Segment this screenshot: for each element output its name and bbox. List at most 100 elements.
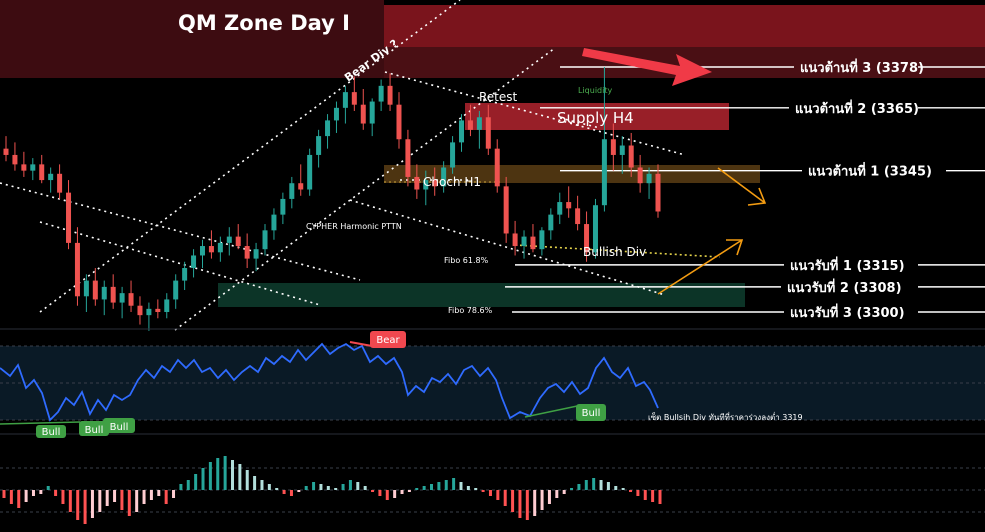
hist-bar	[547, 490, 551, 504]
candle	[191, 249, 197, 278]
candle	[164, 293, 170, 319]
hist-bar	[149, 490, 153, 500]
channel-lower-line	[174, 47, 556, 331]
supply-h4-label: Supply H4	[557, 109, 634, 127]
hist-bar	[599, 480, 603, 490]
hist-bar	[651, 490, 655, 502]
candle	[387, 73, 393, 111]
candle	[539, 227, 545, 256]
hist-bar	[2, 490, 6, 498]
hist-bar	[9, 490, 13, 504]
hist-bar	[76, 490, 80, 520]
candle	[92, 268, 98, 306]
bull-badge-2: Bull	[79, 421, 109, 436]
level-label-5: แนวรับที่ 2 (3308)	[787, 278, 902, 296]
hist-bar	[334, 488, 338, 490]
hist-bar	[459, 482, 463, 490]
hist-bar	[511, 490, 515, 512]
candle	[610, 123, 616, 171]
bear-badge: Bear	[370, 331, 406, 348]
hist-bar	[120, 490, 124, 510]
bull-badge-4-label: Bull	[582, 408, 601, 419]
hist-bar	[488, 490, 492, 496]
hist-bar	[430, 484, 434, 490]
hist-bar	[452, 478, 456, 490]
candle	[592, 198, 598, 259]
hist-bar	[275, 488, 279, 490]
hist-bar	[518, 490, 522, 518]
candle	[182, 261, 188, 291]
hist-bar	[61, 490, 65, 504]
candle	[646, 167, 652, 199]
hist-bar	[415, 488, 419, 490]
hist-bar	[282, 490, 286, 494]
hist-bar	[606, 482, 610, 490]
hist-bar	[90, 490, 94, 518]
hist-bar	[223, 456, 227, 490]
hist-bar	[179, 484, 183, 490]
hist-bar	[39, 490, 43, 494]
candle	[244, 233, 250, 269]
candle	[208, 230, 214, 259]
hist-bar	[267, 484, 271, 490]
hist-bar	[577, 484, 581, 490]
hist-bar	[172, 490, 176, 498]
hist-bar	[24, 490, 28, 502]
candle	[289, 176, 295, 209]
hist-bar	[31, 490, 35, 496]
candle	[459, 114, 465, 152]
candle	[619, 136, 625, 174]
bull-badge-2-label: Bull	[85, 425, 104, 436]
candle	[557, 192, 563, 225]
red-arrow-icon	[582, 48, 712, 86]
candle	[128, 280, 134, 312]
candle	[351, 76, 357, 111]
hist-bar	[17, 490, 21, 508]
hist-bar	[444, 480, 448, 490]
candle	[628, 132, 634, 177]
candle	[119, 286, 125, 319]
candle	[441, 161, 447, 193]
candle	[333, 101, 339, 133]
candle	[494, 139, 500, 193]
candle	[503, 176, 509, 243]
hist-bar	[216, 458, 220, 490]
retest-label: Retest	[479, 90, 518, 104]
bear-div-line	[384, 71, 686, 156]
candle	[253, 242, 259, 272]
candle	[48, 167, 54, 193]
candle	[280, 192, 286, 225]
candle	[271, 208, 277, 240]
rsi-bull-div-line-2	[524, 404, 583, 418]
candle	[262, 224, 268, 256]
hist-bar	[260, 480, 264, 490]
arrows-layer	[582, 48, 767, 295]
bull-badge-1: Bull	[36, 425, 66, 438]
hist-bar	[201, 468, 205, 490]
hist-bar	[238, 464, 242, 490]
hist-bar	[356, 482, 360, 490]
hist-bar	[378, 490, 382, 496]
hist-bar	[385, 490, 389, 500]
hist-bar	[105, 490, 109, 506]
candle	[575, 195, 581, 231]
qm-zone-right-band	[384, 5, 985, 47]
hist-bar	[157, 490, 161, 496]
candle	[217, 236, 223, 262]
candle	[173, 274, 179, 309]
choch-zone	[384, 165, 760, 183]
candle	[369, 98, 375, 137]
candle	[432, 167, 438, 196]
candle	[601, 67, 607, 212]
candle	[566, 186, 572, 218]
candle	[74, 227, 80, 306]
bull-badge-3-label: Bull	[110, 422, 129, 433]
hist-bar	[230, 460, 234, 490]
bull-badge-1-label: Bull	[42, 427, 61, 438]
candle	[110, 274, 116, 309]
hist-bar	[297, 490, 301, 492]
candle	[226, 227, 232, 256]
hist-bar	[422, 486, 426, 490]
candle	[21, 151, 27, 177]
